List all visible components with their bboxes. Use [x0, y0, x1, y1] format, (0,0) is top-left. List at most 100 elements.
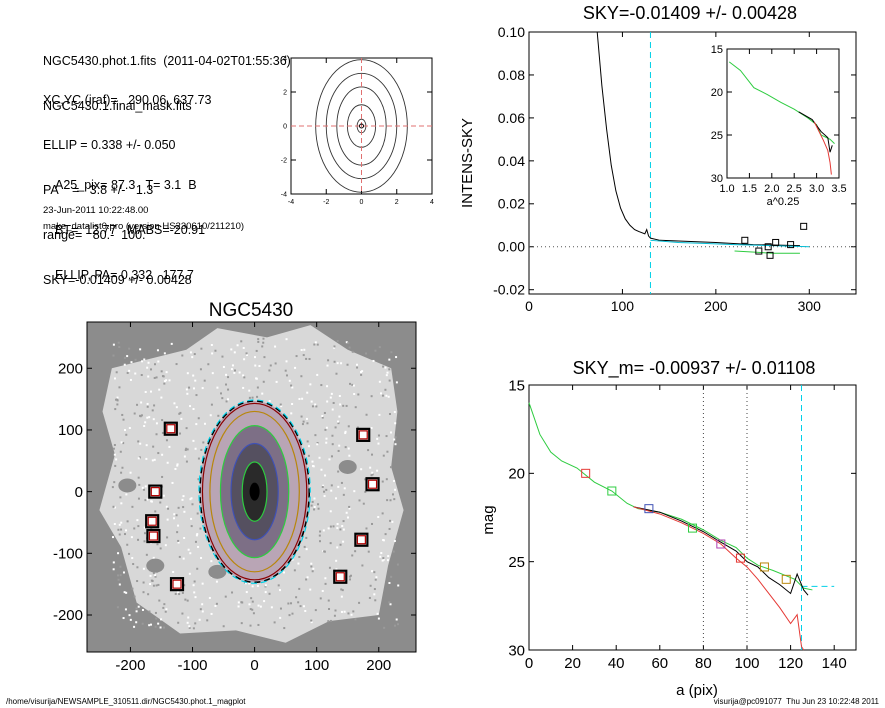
noise-pixel — [370, 395, 373, 398]
sky-x-tick-label: 100 — [611, 298, 635, 314]
noise-pixel — [121, 466, 124, 469]
noise-pixel — [318, 456, 321, 459]
noise-pixel — [188, 626, 191, 629]
noise-pixel — [374, 578, 377, 581]
inset-series-line — [798, 111, 833, 153]
mag-square-marker — [688, 523, 697, 533]
noise-pixel — [299, 605, 302, 608]
contour-y-tick-label: -2 — [281, 157, 287, 164]
noise-pixel — [371, 473, 374, 476]
noise-pixel — [354, 550, 357, 553]
noise-pixel — [324, 428, 327, 431]
noise-pixel — [300, 415, 303, 418]
noise-pixel — [162, 375, 165, 378]
image-y-tick-label: 100 — [58, 422, 83, 439]
noise-pixel — [373, 588, 376, 591]
noise-pixel — [382, 454, 385, 457]
noise-pixel — [307, 454, 310, 457]
noise-pixel — [388, 379, 391, 382]
noise-pixel — [179, 411, 182, 414]
noise-pixel — [365, 413, 368, 416]
star-mask-box-inner — [147, 516, 157, 526]
noise-pixel — [129, 618, 132, 621]
noise-pixel — [334, 609, 337, 612]
noise-pixel — [182, 506, 185, 509]
noise-pixel — [124, 608, 127, 611]
noise-pixel — [133, 412, 136, 415]
sky-series-line — [734, 250, 800, 254]
noise-pixel — [126, 520, 129, 523]
noise-pixel — [119, 574, 122, 577]
noise-pixel — [145, 444, 148, 447]
star-mask-box — [148, 484, 163, 499]
noise-pixel — [240, 340, 243, 343]
noise-pixel — [356, 426, 359, 429]
noise-pixel — [319, 597, 322, 600]
noise-pixel — [192, 408, 195, 411]
noise-pixel — [330, 489, 333, 492]
sky-y-tick-label: -0.02 — [493, 282, 525, 298]
noise-pixel — [319, 540, 322, 543]
contour-y-tick-label: 0 — [283, 123, 287, 130]
noise-pixel — [125, 433, 128, 436]
noise-pixel — [382, 538, 385, 541]
noise-pixel — [310, 565, 313, 568]
noise-pixel — [200, 347, 203, 350]
noise-pixel — [343, 487, 346, 490]
noise-pixel — [396, 623, 399, 626]
noise-pixel — [354, 406, 357, 409]
noise-pixel — [326, 400, 329, 403]
noise-pixel — [367, 449, 370, 452]
noise-pixel — [255, 349, 258, 352]
noise-pixel — [143, 358, 146, 361]
noise-pixel — [297, 562, 300, 565]
noise-pixel — [379, 555, 382, 558]
image-masked-blob — [146, 558, 165, 573]
noise-pixel — [347, 447, 350, 450]
noise-pixel — [263, 356, 266, 359]
noise-pixel — [333, 345, 336, 348]
noise-pixel — [338, 415, 341, 418]
noise-pixel — [309, 588, 312, 591]
noise-pixel — [203, 379, 206, 382]
footer-user-date: visurija@pc091077 Thu Jun 23 10:22:48 20… — [713, 697, 879, 706]
noise-pixel — [268, 369, 271, 372]
noise-pixel — [128, 552, 131, 555]
footer-path: /home/visurija/NEWSAMPLE_310511.dir/NGC5… — [6, 697, 246, 706]
noise-pixel — [288, 614, 291, 617]
noise-pixel — [381, 512, 384, 515]
image-x-tick-label: 100 — [304, 657, 329, 674]
noise-pixel — [162, 494, 165, 497]
mag-frame — [528, 384, 857, 651]
noise-pixel — [255, 377, 258, 380]
noise-pixel — [390, 351, 393, 354]
noise-pixel — [377, 515, 380, 518]
noise-pixel — [183, 510, 186, 513]
star-mask-box — [146, 528, 161, 544]
noise-pixel — [387, 555, 390, 558]
noise-pixel — [285, 338, 288, 341]
noise-pixel — [164, 380, 167, 383]
noise-pixel — [174, 592, 177, 595]
noise-pixel — [301, 423, 304, 426]
noise-pixel — [155, 584, 158, 587]
noise-pixel — [261, 392, 264, 395]
noise-pixel — [197, 478, 200, 481]
noise-pixel — [187, 616, 190, 619]
noise-pixel — [342, 540, 345, 543]
noise-pixel — [313, 508, 316, 511]
noise-pixel — [129, 378, 132, 381]
noise-pixel — [184, 598, 187, 601]
noise-pixel — [192, 387, 195, 390]
noise-pixel — [131, 587, 134, 590]
noise-pixel — [339, 543, 342, 546]
noise-pixel — [189, 498, 192, 501]
noise-pixel — [316, 373, 319, 376]
noise-pixel — [201, 387, 204, 390]
noise-pixel — [236, 344, 239, 347]
noise-pixel — [182, 495, 185, 498]
noise-pixel — [196, 567, 199, 570]
noise-pixel — [176, 531, 179, 534]
noise-pixel — [130, 361, 133, 364]
header-line: range= 80.- 100. — [43, 228, 146, 242]
